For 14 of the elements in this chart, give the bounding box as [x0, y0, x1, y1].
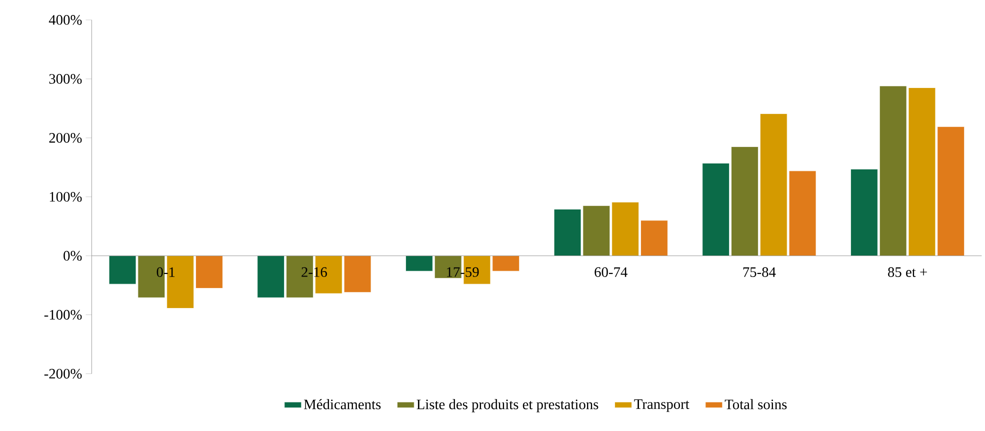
- y-tick-label: 300%: [49, 74, 82, 84]
- y-tick-label: 100%: [50, 192, 82, 202]
- x-tick-label: 60-74: [594, 267, 628, 278]
- y-tick-label: 200%: [49, 133, 82, 143]
- x-tick-label: 85 et +: [888, 267, 927, 278]
- y-tick-label: -200%: [44, 369, 82, 379]
- y-tick-label: 0%: [64, 251, 82, 261]
- y-tick-label: 400%: [48, 15, 82, 26]
- legend-label: Total soins: [724, 399, 787, 410]
- y-tick-label: -100%: [44, 310, 82, 320]
- legend-label: Liste des produits et prestations: [416, 399, 598, 412]
- legend-label: Transport: [634, 400, 690, 412]
- x-tick-label: 75-84: [743, 267, 776, 278]
- legend-label: Médicaments: [304, 399, 381, 410]
